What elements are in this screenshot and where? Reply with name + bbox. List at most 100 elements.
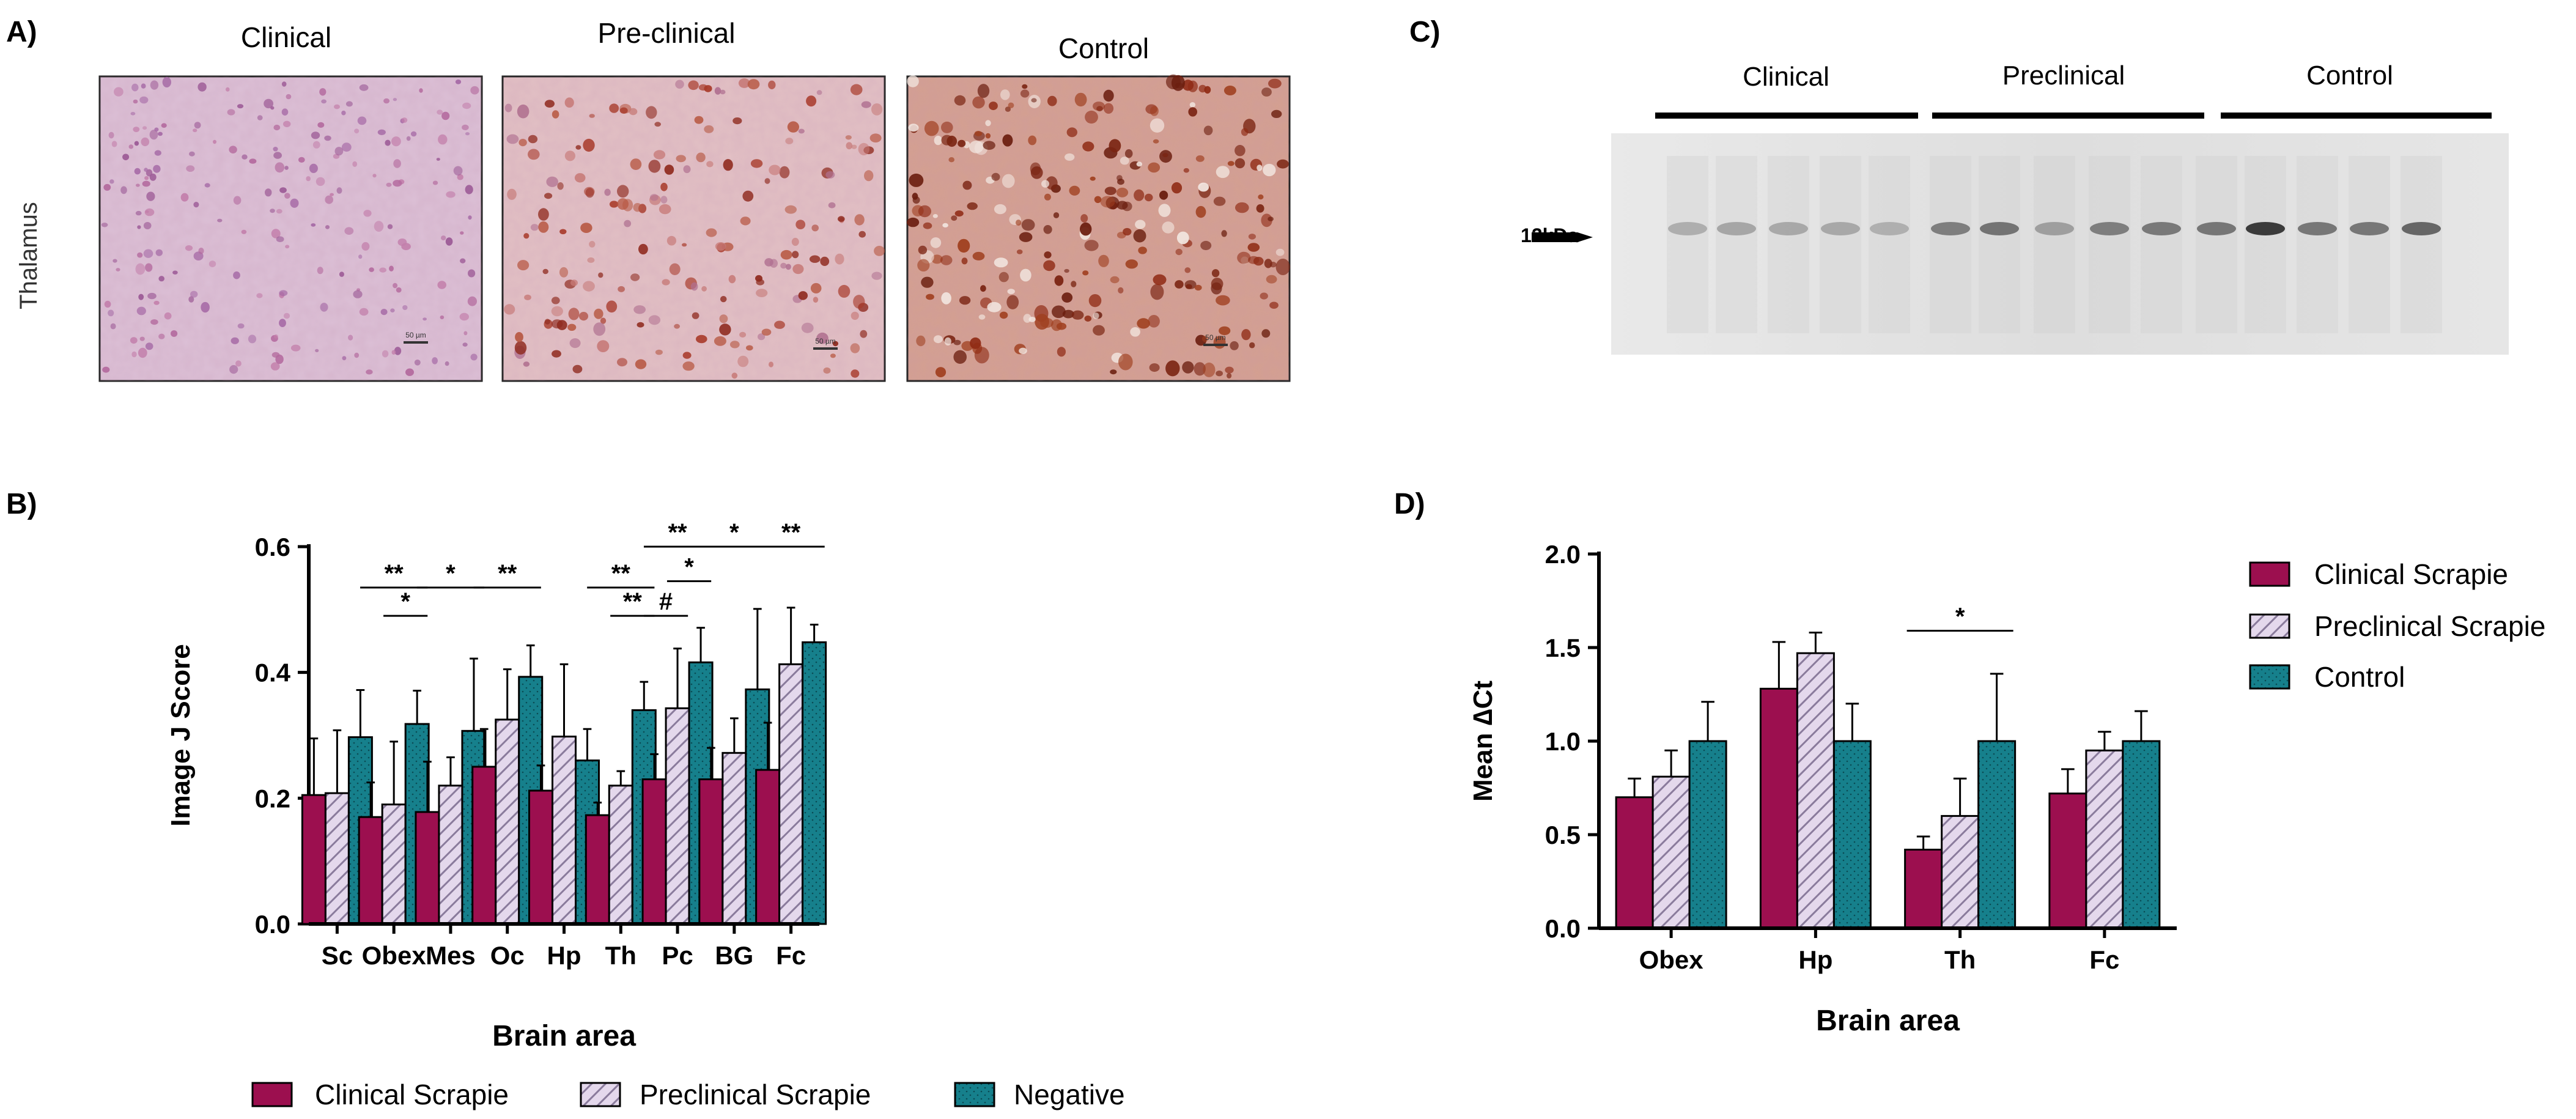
stained-cell — [653, 150, 666, 160]
stained-cell — [387, 224, 393, 229]
stained-cell — [138, 347, 147, 358]
stained-cell — [1159, 190, 1168, 200]
stained-cell — [690, 282, 698, 291]
stained-cell — [445, 237, 453, 246]
stained-cell — [273, 334, 278, 339]
stained-cell — [1136, 161, 1143, 167]
stained-cell — [391, 136, 401, 147]
blot-band — [2402, 222, 2441, 235]
stained-cell — [795, 220, 806, 230]
stained-cell — [962, 180, 972, 190]
stained-cell — [146, 191, 155, 201]
stained-cell — [1090, 176, 1096, 181]
stained-cell — [188, 296, 194, 303]
stained-cell — [145, 210, 149, 213]
stained-cell — [688, 80, 699, 90]
legend-d-label-control: Control — [2314, 661, 2405, 693]
stained-cell — [270, 209, 275, 213]
stained-cell — [1041, 180, 1049, 188]
stained-cell — [1150, 106, 1159, 116]
stained-cell — [135, 263, 146, 275]
stained-cell — [780, 262, 787, 269]
x-tick-label: Fc — [776, 941, 806, 970]
stained-cell — [774, 320, 785, 329]
stained-cell — [538, 208, 549, 221]
y-tick-label: 2.0 — [1545, 540, 1581, 569]
stained-cell — [524, 294, 531, 300]
stained-cell — [162, 76, 171, 87]
marker-arrow-icon — [1532, 232, 1593, 242]
stained-cell — [769, 164, 781, 175]
stained-cell — [1043, 260, 1055, 271]
legend-d-label-preclinical: Preclinical Scrapie — [2314, 610, 2545, 642]
stained-cell — [1198, 182, 1209, 192]
bar-preclinical-scrapie-pc — [665, 707, 690, 925]
stained-cell — [394, 347, 402, 355]
stained-cell — [155, 249, 163, 256]
stained-cell — [339, 271, 344, 277]
stained-cell — [146, 169, 153, 177]
stained-cell — [779, 166, 790, 179]
stained-cell — [850, 84, 863, 95]
stained-cell — [101, 223, 108, 227]
bar-clinical-scrapie-th — [585, 814, 610, 925]
stained-cell — [1110, 369, 1117, 375]
stained-cell — [139, 336, 145, 341]
stained-cell — [1133, 229, 1146, 243]
stained-cell — [871, 271, 882, 280]
stained-cell — [1093, 325, 1105, 336]
stained-cell — [138, 294, 144, 300]
stained-cell — [1064, 268, 1069, 273]
stained-cell — [1200, 240, 1212, 251]
x-tick-label: Obex — [362, 941, 427, 970]
stained-cell — [233, 196, 242, 205]
stained-cell — [1249, 342, 1255, 349]
stained-cell — [185, 245, 193, 251]
stained-cell — [455, 79, 462, 84]
stained-cell — [402, 305, 408, 310]
stained-cell — [570, 279, 578, 286]
scale-bar-preclinical: 50 µm — [815, 337, 836, 345]
blot-band — [1717, 222, 1756, 235]
significance-marker: ** — [498, 560, 517, 587]
stained-cell — [334, 147, 344, 156]
stained-cell — [393, 283, 398, 289]
stained-cell — [149, 130, 158, 140]
stained-cell — [820, 256, 830, 266]
stained-cell — [382, 350, 389, 358]
stained-cell — [864, 170, 874, 182]
stained-cell — [1153, 139, 1159, 144]
x-tick-label: Hp — [547, 941, 581, 970]
stained-cell — [150, 80, 159, 90]
blot-lane — [2245, 156, 2286, 333]
stained-cell — [617, 198, 629, 210]
stained-cell — [213, 139, 216, 144]
stained-cell — [311, 223, 316, 227]
stained-cell — [109, 179, 114, 184]
stained-cell — [281, 108, 289, 116]
stained-cell — [538, 221, 549, 233]
stained-cell — [306, 176, 311, 182]
stained-cell — [186, 165, 195, 172]
stained-cell — [134, 168, 141, 175]
stained-cell — [198, 248, 204, 254]
stained-cell — [951, 215, 958, 221]
stained-cell — [999, 311, 1008, 319]
stained-cell — [1000, 89, 1010, 100]
stained-cell — [569, 338, 581, 349]
stained-cell — [1227, 161, 1234, 166]
stained-cell — [128, 144, 134, 149]
y-tick-label: 0.6 — [255, 533, 290, 561]
stained-cell — [719, 314, 728, 323]
bar-control-hp — [1832, 740, 1872, 929]
stained-cell — [1261, 87, 1272, 97]
stained-cell — [660, 196, 668, 204]
stained-cell — [1216, 371, 1223, 377]
stained-cell — [1134, 189, 1145, 201]
blot-band — [2298, 222, 2337, 235]
stained-cell — [108, 131, 114, 139]
stained-cell — [1176, 231, 1189, 245]
legend-b-item-clinical: Clinical Scrapie — [251, 1079, 509, 1110]
bar-preclinical-scrapie-mes — [438, 785, 463, 925]
